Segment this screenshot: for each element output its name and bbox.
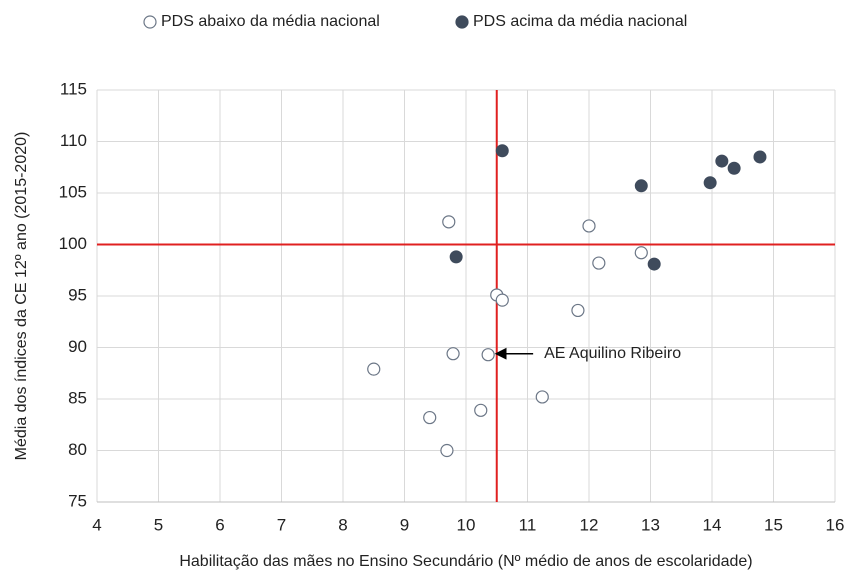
x-tick-label: 13: [641, 515, 660, 534]
data-point: [715, 154, 729, 168]
data-point: [449, 250, 463, 264]
x-tick-label: 8: [338, 515, 347, 534]
data-point: [535, 390, 549, 404]
data-point: [647, 257, 661, 271]
data-point: [423, 410, 437, 425]
x-tick-label: 7: [277, 515, 286, 534]
y-tick-label: 90: [68, 337, 87, 356]
data-point: [495, 293, 509, 307]
data-point: [481, 348, 495, 362]
legend-label: PDS abaixo da média nacional: [161, 13, 380, 30]
data-point: [634, 246, 648, 260]
y-tick-label: 80: [68, 440, 87, 459]
data-point: [367, 362, 381, 376]
y-tick-label: 105: [59, 182, 87, 201]
legend-label: PDS acima da média nacional: [473, 13, 687, 30]
y-tick-label: 85: [68, 388, 87, 407]
x-tick-label: 12: [580, 515, 599, 534]
y-axis-label: Média dos índices da CE 12º ano (2015-20…: [13, 132, 30, 461]
data-point: [582, 219, 596, 233]
data-point: [440, 443, 454, 458]
x-tick-label: 16: [826, 515, 845, 534]
data-point: [495, 144, 509, 158]
x-tick-label: 15: [764, 515, 783, 534]
data-point: [703, 176, 717, 190]
data-point: [474, 403, 488, 417]
x-tick-label: 14: [703, 515, 722, 534]
data-point: [592, 256, 606, 270]
x-tick-label: 11: [519, 515, 537, 534]
data-point: [727, 161, 741, 175]
legend-marker: [143, 15, 157, 29]
data-point: [571, 303, 585, 318]
data-point: [753, 150, 767, 164]
y-tick-label: 115: [60, 79, 87, 98]
x-tick-label: 4: [92, 515, 101, 534]
x-axis-label: Habilitação das mães no Ensino Secundári…: [179, 553, 752, 570]
data-point: [446, 347, 460, 361]
x-tick-label: 6: [215, 515, 224, 534]
annotation: AE Aquilino Ribeiro: [544, 345, 681, 362]
data-point: [442, 215, 456, 229]
data-point: [634, 179, 648, 193]
y-tick-label: 110: [60, 131, 87, 150]
x-tick-label: 5: [154, 515, 163, 534]
y-tick-label: 75: [68, 491, 87, 510]
y-tick-label: 95: [68, 285, 87, 304]
y-tick-label: 100: [59, 234, 87, 253]
x-tick-label: 10: [457, 515, 476, 534]
x-tick-label: 9: [400, 515, 409, 534]
legend-marker: [455, 15, 469, 29]
